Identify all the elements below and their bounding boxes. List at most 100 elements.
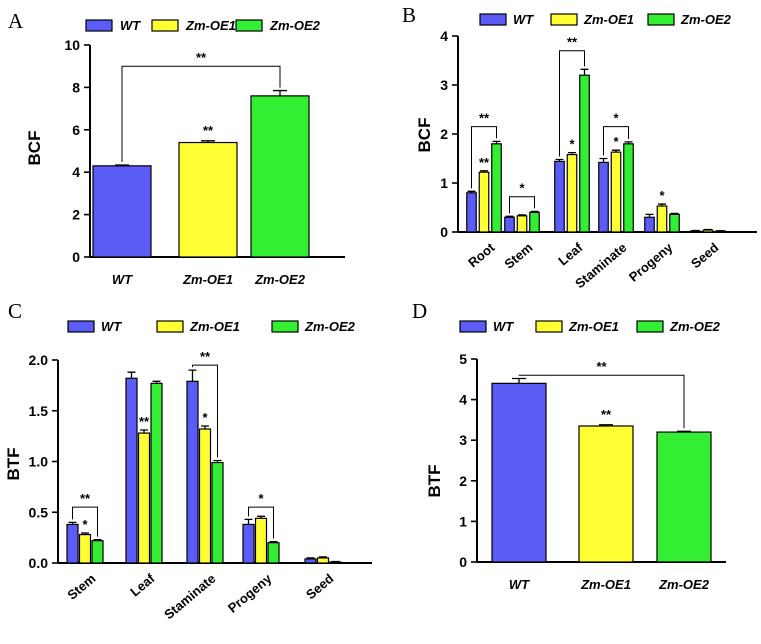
ytick-label-b-0: 0 — [440, 224, 448, 240]
bar-d-0 — [491, 382, 547, 563]
bar-c-1-1 — [137, 432, 151, 564]
errorbar-c-2-0 — [188, 369, 197, 382]
panel-c-categories: Stem Leaf Staminate Progeny Seed — [64, 570, 336, 622]
bar-c-0-1 — [78, 533, 92, 564]
panel-c-letter: C — [8, 299, 22, 323]
errorbar-c-4-1 — [319, 556, 327, 558]
bracket-d-0 — [518, 374, 685, 429]
errorbar-c-3-0 — [244, 518, 253, 525]
legend-a-swatch-oe2 — [235, 19, 263, 32]
bar-b-5-1 — [702, 229, 714, 233]
bar-b-0-2 — [491, 143, 502, 233]
errorbar-b-0-0 — [467, 190, 476, 193]
legend-a-label-wt: WT — [120, 18, 141, 33]
legend-c-swatch-wt — [67, 320, 95, 333]
ytick-label-c-2: 1.0 — [29, 454, 49, 470]
errorbar-b-2-1 — [568, 151, 576, 155]
panel-a-legend: WT Zm-OE1 Zm-OE2 — [85, 18, 321, 33]
panel-a: A BCF WT Zm-OE1 Zm-OE2 0 2 4 6 8 10 ** ** WT Zm… — [8, 9, 345, 287]
bracket-c-2 — [248, 506, 274, 539]
bar-c-0-0 — [66, 523, 79, 564]
bracket-b-1 — [509, 196, 535, 214]
sig-label-b-4-1: * — [659, 188, 665, 203]
errorbar-c-4-2 — [331, 560, 340, 563]
errorbar-c-4-0 — [306, 557, 315, 559]
errorbar-b-1-2 — [530, 210, 539, 213]
bar-c-4-1 — [316, 557, 330, 564]
bar-d-2 — [656, 431, 712, 563]
bracket-c-1 — [192, 364, 218, 458]
panel-d: D BTF WT Zm-OE1 Zm-OE2 0 1 2 3 4 5 ** ** WT Zm-… — [412, 299, 726, 592]
bar-b-1-2 — [529, 211, 540, 233]
category-label-a-2: Zm-OE2 — [254, 272, 306, 287]
ytick-label-b-3: 3 — [440, 77, 448, 93]
category-label-d-0: WT — [509, 577, 530, 592]
errorbar-b-3-2 — [624, 141, 633, 144]
errorbar-c-1-2 — [152, 380, 161, 384]
errorbar-b-3-1 — [612, 149, 620, 153]
ytick-label-a-5: 10 — [64, 37, 80, 53]
errorbar-c-1-0 — [127, 371, 136, 379]
legend-b-label-oe2: Zm-OE2 — [680, 12, 732, 27]
bar-b-3-1 — [610, 151, 622, 233]
sig-label-b-3-1: * — [613, 134, 619, 149]
bar-c-0-2 — [91, 540, 104, 564]
ytick-label-d-5: 5 — [459, 351, 467, 367]
category-label-b-5: Seed — [688, 240, 721, 272]
panel-c-legend: WT Zm-OE1 Zm-OE2 — [67, 319, 356, 334]
ytick-label-b-4: 4 — [440, 28, 448, 44]
legend-d-swatch-wt — [459, 320, 487, 333]
legend-c-swatch-oe1 — [156, 320, 184, 333]
sig-label-b-0-1: ** — [479, 155, 490, 170]
panel-a-categories: WT Zm-OE1 Zm-OE2 — [112, 272, 306, 287]
panel-a-ylabel: BCF — [25, 131, 44, 166]
bar-b-1-1 — [516, 215, 528, 233]
category-label-b-4: Progeny — [626, 239, 676, 284]
bar-c-2-2 — [211, 461, 224, 564]
bracket-label-c-0: ** — [80, 491, 91, 506]
bar-b-0-1 — [478, 171, 490, 233]
bracket-b-3 — [603, 126, 629, 156]
errorbar-b-2-0 — [555, 158, 564, 162]
ytick-label-c-3: 1.5 — [29, 403, 49, 419]
panel-a-annotations: ** ** — [121, 50, 281, 162]
bracket-label-c-2: * — [258, 491, 264, 506]
panel-d-y-ticks: 0 1 2 3 4 5 — [459, 351, 477, 570]
panel-d-legend: WT Zm-OE1 Zm-OE2 — [459, 319, 721, 334]
panel-c-bars — [66, 369, 342, 564]
panel-d-letter: D — [412, 299, 427, 323]
ytick-label-c-4: 2.0 — [29, 352, 49, 368]
panel-d-ylabel: BTF — [425, 464, 444, 497]
errorbar-c-3-2 — [269, 541, 278, 543]
sig-label-c-0-1: * — [82, 517, 88, 532]
panel-a-y-ticks: 0 2 4 6 8 10 — [64, 37, 90, 265]
panel-b-annotations: *** ******** — [471, 35, 665, 214]
bracket-b-2 — [559, 50, 585, 157]
panel-b-bars — [466, 68, 726, 233]
legend-a-swatch-oe1 — [151, 19, 179, 32]
errorbar-d-1 — [599, 424, 613, 426]
bar-b-2-2 — [579, 74, 590, 233]
ytick-label-b-2: 2 — [440, 126, 448, 142]
bar-c-2-0 — [186, 380, 199, 564]
legend-c-label-oe2: Zm-OE2 — [304, 319, 356, 334]
category-label-a-1: Zm-OE1 — [182, 272, 233, 287]
bar-b-3-2 — [623, 143, 634, 233]
sig-label-a-1: ** — [203, 123, 214, 138]
bar-b-4-1 — [656, 205, 668, 233]
errorbar-b-2-2 — [580, 68, 589, 76]
errorbar-b-0-1 — [480, 170, 488, 173]
bar-b-2-1 — [566, 153, 578, 233]
ytick-label-a-1: 2 — [72, 207, 80, 223]
bar-c-3-2 — [267, 542, 280, 564]
legend-d-label-oe2: Zm-OE2 — [669, 319, 721, 334]
errorbar-c-0-2 — [93, 539, 102, 541]
ytick-label-a-0: 0 — [72, 249, 80, 265]
errorbar-b-1-0 — [505, 215, 514, 218]
panel-d-categories: WT Zm-OE1 Zm-OE2 — [509, 577, 710, 592]
errorbar-a-1 — [201, 140, 215, 143]
panel-a-letter: A — [8, 9, 24, 33]
bar-c-1-0 — [125, 377, 138, 564]
legend-b-swatch-wt — [479, 13, 507, 26]
errorbar-b-3-0 — [599, 157, 608, 163]
